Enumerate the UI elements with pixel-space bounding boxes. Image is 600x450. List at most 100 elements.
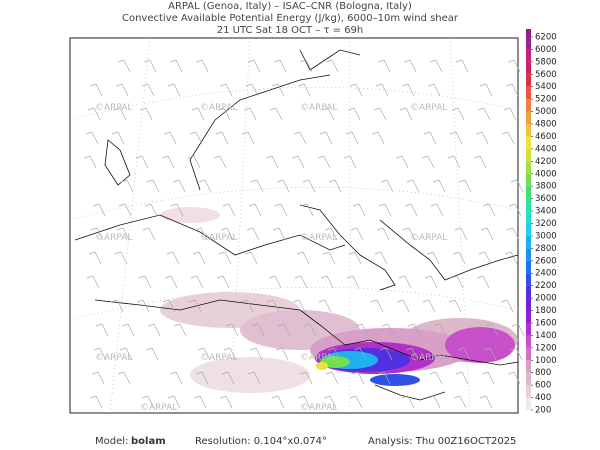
barb	[91, 371, 99, 375]
barb	[299, 59, 307, 63]
barb	[306, 203, 314, 217]
barb	[349, 83, 357, 87]
barb	[426, 251, 434, 255]
barb	[271, 395, 279, 399]
barb	[151, 347, 159, 361]
barb	[482, 275, 490, 289]
barb	[505, 83, 513, 87]
barb	[141, 155, 149, 169]
barb	[438, 179, 446, 193]
barb	[101, 323, 109, 337]
footer-analysis: Analysis: Thu 00Z16OCT2025	[368, 436, 516, 447]
barb	[361, 323, 369, 337]
barb	[302, 251, 310, 265]
barb	[511, 83, 519, 97]
barb	[117, 59, 125, 63]
barb	[483, 347, 491, 351]
barb	[424, 275, 432, 279]
barb	[375, 83, 383, 87]
barb	[427, 155, 435, 169]
barb	[510, 251, 518, 265]
barb	[517, 323, 525, 337]
barb	[370, 299, 378, 303]
barb	[500, 299, 508, 303]
barb	[110, 299, 118, 303]
barb	[195, 131, 203, 145]
barb	[141, 395, 149, 399]
barb	[265, 155, 273, 159]
barb	[223, 107, 231, 121]
barb	[249, 107, 257, 121]
barb	[114, 251, 122, 255]
colorbar-label: 3800	[535, 182, 557, 192]
colorbar-swatch	[526, 211, 531, 224]
barb	[350, 227, 358, 231]
barb	[404, 275, 412, 289]
colorbar-swatch	[526, 161, 531, 174]
barb	[477, 107, 485, 111]
barb	[198, 251, 206, 265]
barb	[455, 59, 463, 63]
barb	[296, 251, 304, 255]
barb	[274, 275, 282, 289]
barb	[213, 155, 221, 159]
barb	[460, 227, 468, 241]
barb	[89, 395, 97, 399]
barb	[164, 275, 172, 279]
barb	[429, 59, 437, 63]
barb	[410, 203, 418, 217]
barb	[359, 347, 367, 361]
barb	[308, 179, 316, 193]
barb	[272, 299, 280, 313]
barb	[195, 371, 203, 375]
colorbar-label: 400	[535, 393, 551, 403]
barb	[377, 131, 385, 145]
barb	[345, 131, 353, 135]
wind-barbs	[83, 59, 525, 409]
colorbar-swatch	[526, 322, 531, 336]
barb	[226, 227, 234, 241]
barb	[219, 395, 227, 399]
barb	[115, 83, 123, 87]
barb	[329, 395, 337, 409]
barb	[172, 251, 180, 265]
barb	[292, 299, 300, 303]
barb	[455, 131, 463, 145]
barb	[453, 155, 461, 169]
barb	[325, 371, 333, 375]
barb	[511, 323, 519, 327]
barb	[352, 203, 360, 207]
barb	[378, 203, 386, 207]
barb	[422, 299, 430, 303]
barb	[491, 323, 499, 337]
barb	[355, 323, 363, 327]
colorbar-label: 6000	[535, 45, 557, 55]
barb	[244, 251, 252, 255]
barb	[435, 371, 443, 385]
barb	[266, 299, 274, 303]
barb	[409, 59, 417, 73]
barb	[383, 59, 391, 73]
colorbar-label: 5400	[535, 82, 557, 92]
barb	[162, 299, 170, 303]
colorbar-swatch	[526, 86, 531, 100]
barb	[86, 275, 94, 279]
barb	[381, 83, 389, 97]
barb	[510, 179, 518, 183]
barb	[293, 131, 301, 135]
barb	[241, 131, 249, 135]
barb	[225, 395, 233, 409]
barb	[463, 347, 471, 361]
barb	[149, 59, 157, 73]
barb	[255, 347, 263, 361]
watermark: ©ARPAL	[200, 233, 237, 243]
barb	[91, 131, 99, 145]
barb	[123, 59, 131, 73]
barb	[429, 131, 437, 145]
watermark: ©ARPAL	[300, 353, 337, 363]
barb	[358, 203, 366, 217]
colorbar-swatch	[526, 298, 531, 311]
colorbar-swatch	[526, 235, 531, 249]
barb	[385, 347, 393, 361]
barb	[126, 179, 134, 193]
